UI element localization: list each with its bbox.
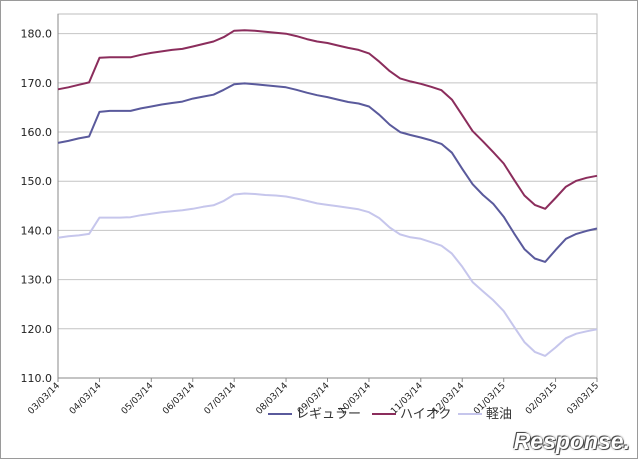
legend-label: ハイオク bbox=[400, 407, 451, 422]
x-tick-label: 08/03/14 bbox=[255, 381, 291, 417]
axes bbox=[57, 13, 598, 382]
x-tick-label: 07/03/14 bbox=[203, 381, 239, 417]
y-tick-label: 160.0 bbox=[21, 126, 53, 139]
legend-label: 軽油 bbox=[486, 407, 512, 422]
y-tick-label: 180.0 bbox=[21, 28, 53, 41]
y-tick-label: 150.0 bbox=[21, 175, 53, 188]
y-tick-label: 170.0 bbox=[21, 77, 53, 90]
y-tick-label: 110.0 bbox=[21, 372, 53, 385]
series-line-2 bbox=[57, 29, 598, 210]
series-lines bbox=[57, 29, 598, 357]
legend: レギュラー ハイオク 軽油 bbox=[268, 407, 512, 422]
y-tick-label: 120.0 bbox=[21, 323, 53, 336]
y-tick-label: 140.0 bbox=[21, 224, 53, 237]
series-line-3 bbox=[57, 192, 598, 357]
x-tick-label: 05/03/14 bbox=[120, 381, 156, 417]
plot-area bbox=[57, 13, 598, 379]
y-tick-labels: 110.0 120.0 130.0 140.0 150.0 160.0 170.0 180.0 bbox=[21, 28, 53, 385]
response-logo-watermark: Response. bbox=[513, 428, 630, 454]
x-tick-label: 06/03/14 bbox=[161, 381, 197, 417]
y-tick-label: 130.0 bbox=[21, 274, 53, 287]
x-tick-label: 04/03/14 bbox=[68, 381, 104, 417]
x-tick-label: 03/03/14 bbox=[26, 381, 62, 417]
x-tick-label: 03/03/15 bbox=[565, 381, 601, 417]
legend-label: レギュラー bbox=[296, 407, 361, 422]
series-line-1 bbox=[57, 82, 598, 263]
x-tick-label: 02/03/15 bbox=[524, 381, 560, 417]
